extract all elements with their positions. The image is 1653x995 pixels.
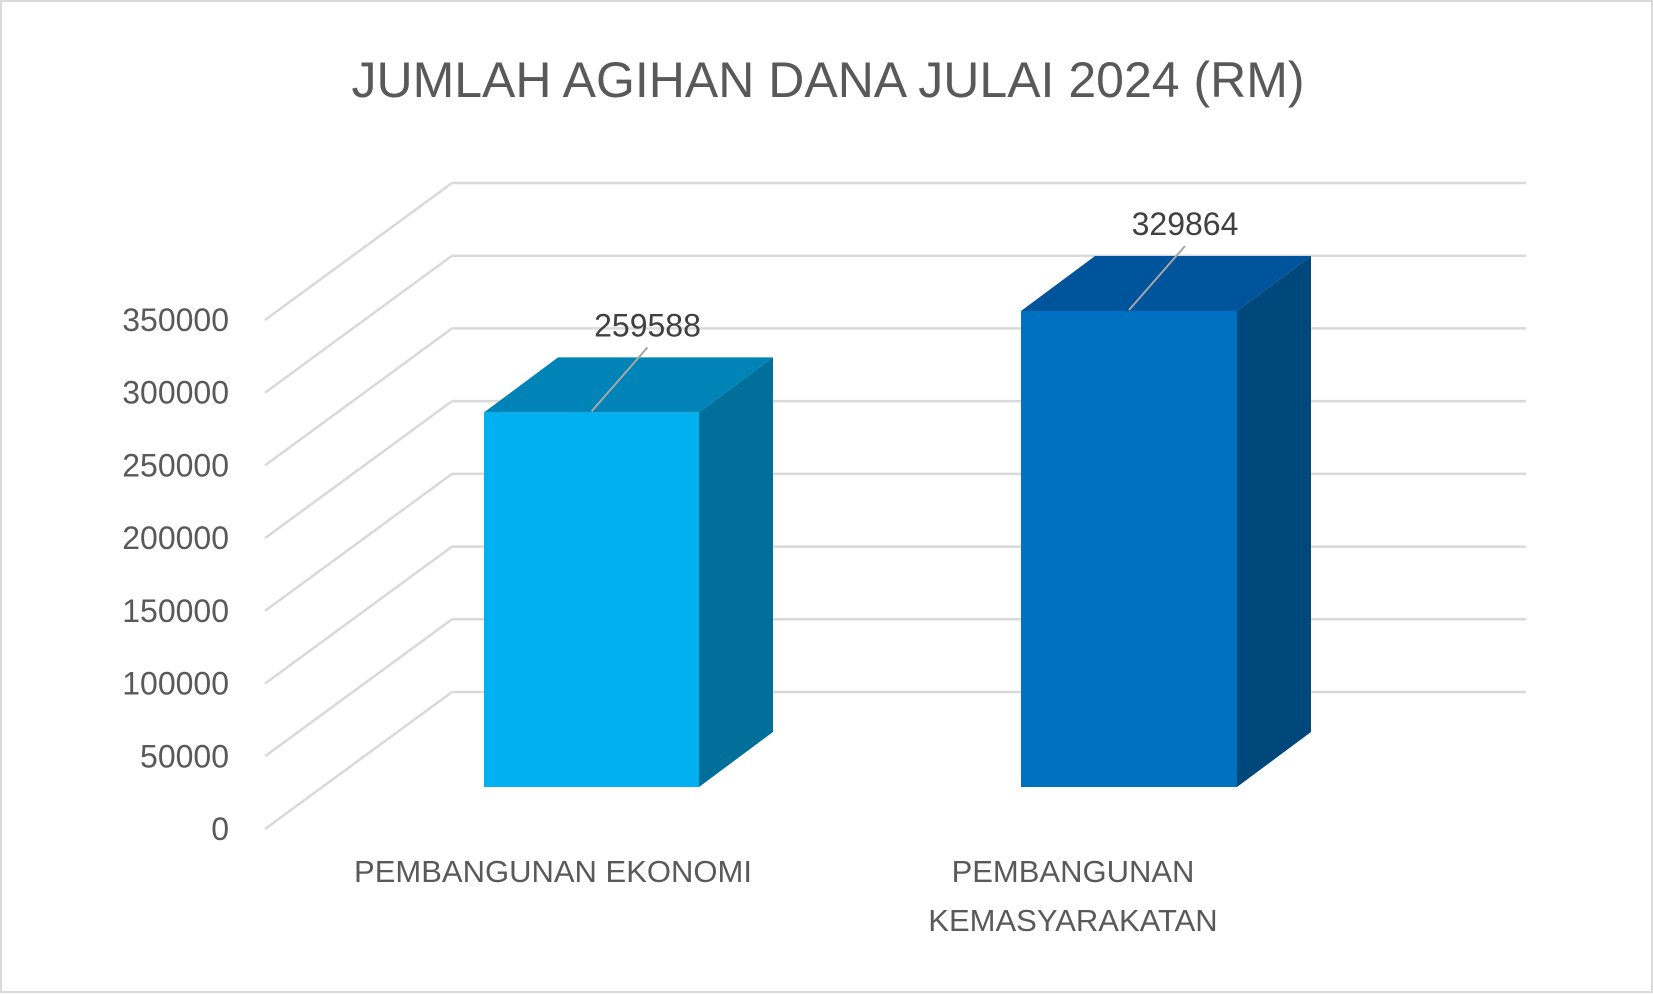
bar <box>1021 256 1311 787</box>
gridline-depth <box>264 181 453 322</box>
gridline-depth <box>264 400 453 540</box>
gridline-depth <box>264 690 453 831</box>
gridline-depth <box>264 472 453 612</box>
category-label-line: KEMASYARAKATAN <box>928 903 1217 938</box>
y-tick-label: 100000 <box>122 666 229 702</box>
gridlines <box>264 181 1526 831</box>
chart-title: JUMLAH AGIHAN DANA JULAI 2024 (RM) <box>351 52 1304 108</box>
data-label: 329864 <box>1132 206 1239 242</box>
category-label: PEMBANGUNAN EKONOMI <box>354 854 752 889</box>
y-tick-label: 150000 <box>122 593 229 629</box>
bar-top <box>484 357 773 413</box>
category-label-line: PEMBANGUNAN <box>952 854 1195 889</box>
data-label-leader <box>1128 245 1186 311</box>
bar <box>484 357 773 787</box>
bar-top <box>1021 256 1311 311</box>
data-label-leader <box>590 346 649 413</box>
category-label: PEMBANGUNAN KEMASYARAKATAN <box>928 854 1217 938</box>
bar-side <box>699 357 773 787</box>
bar-front <box>484 412 699 787</box>
gridline-depth <box>264 618 453 758</box>
bar-side <box>1237 256 1311 787</box>
y-tick-label: 350000 <box>122 302 229 338</box>
y-tick-label: 200000 <box>122 520 229 556</box>
bars <box>484 256 1311 787</box>
category-label-line: PEMBANGUNAN EKONOMI <box>354 854 752 889</box>
gridline-depth <box>264 254 453 394</box>
y-tick-label: 300000 <box>122 375 229 411</box>
y-tick-label: 250000 <box>122 447 229 483</box>
y-axis-tick-labels: 0 50000 100000 150000 200000 250000 300000 3500… <box>122 302 229 847</box>
gridline-depth <box>264 327 453 467</box>
data-label: 259588 <box>594 307 701 343</box>
x-axis-category-labels: PEMBANGUNAN EKONOMI PEMBANGUNAN KEMASYARAK… <box>354 854 1218 938</box>
data-labels: 259588 329864 <box>590 206 1239 413</box>
gridline-depth <box>264 545 453 685</box>
y-tick-label: 50000 <box>140 738 229 774</box>
bar-front <box>1021 311 1237 787</box>
y-tick-label: 0 <box>211 811 229 847</box>
